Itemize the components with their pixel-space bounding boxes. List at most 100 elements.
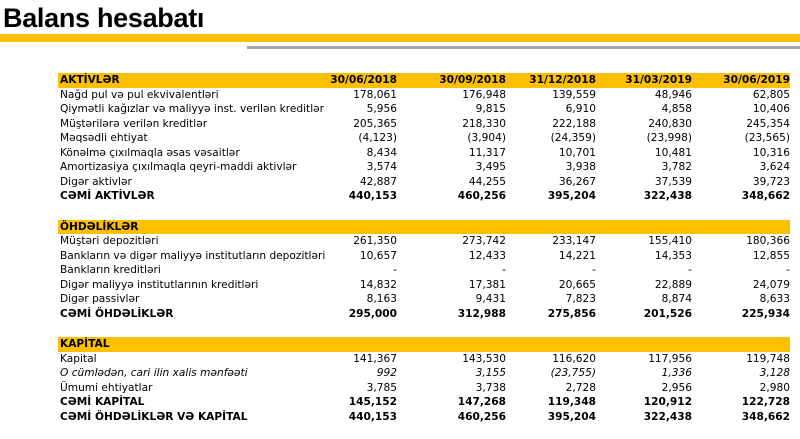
column-header: 30/06/2018 <box>330 74 397 86</box>
row-value: - <box>688 264 692 276</box>
row-value: 139,559 <box>552 88 596 101</box>
column-header: 30/06/2019 <box>723 74 790 86</box>
row-value: 7,823 <box>565 293 596 305</box>
row-value: 141,367 <box>353 352 397 365</box>
row-value: 395,204 <box>547 190 596 202</box>
row-label: Ümumi ehtiyatlar <box>60 381 153 394</box>
row-value: 3,574 <box>366 161 397 173</box>
row-value: (23,565) <box>744 132 790 144</box>
row-value: 10,701 <box>558 146 596 159</box>
row-value: 2,956 <box>661 381 692 394</box>
table-row: Bankların kreditləri - - - - - <box>58 263 790 278</box>
row-value: 120,912 <box>643 396 692 408</box>
total-row: CƏMİ ÖHDƏLİKLƏR VƏ KAPİTAL 440,153 460,256… <box>58 410 790 425</box>
row-value: 8,874 <box>661 293 692 305</box>
row-value: 440,153 <box>348 190 397 202</box>
row-value: 37,539 <box>654 175 692 188</box>
row-value: 233,147 <box>552 235 596 247</box>
row-label: CƏMİ KAPİTAL <box>60 396 145 408</box>
table-row: Digər passivlər 8,163 9,431 7,823 8,874 8,633 <box>58 292 790 307</box>
row-value: 273,742 <box>462 235 506 247</box>
row-value: 180,366 <box>746 235 790 247</box>
row-value: 3,495 <box>475 161 506 173</box>
row-value: 147,268 <box>457 396 506 408</box>
section-title: AKTİVLƏR <box>60 74 120 86</box>
row-value: (4,123) <box>358 132 397 144</box>
row-value: 9,815 <box>475 103 506 115</box>
total-row: CƏMİ AKTİVLƏR 440,153 460,256 395,204 322,43… <box>58 189 790 204</box>
row-value: 348,662 <box>741 190 790 202</box>
row-value: 143,530 <box>462 352 506 365</box>
row-value: - <box>393 264 397 276</box>
row-value: 348,662 <box>741 410 790 423</box>
row-value: 2,980 <box>759 381 790 394</box>
row-value: - <box>786 264 790 276</box>
page-title: Balans hesabatı <box>3 3 205 33</box>
row-value: 122,728 <box>741 396 790 408</box>
total-row: CƏMİ ÖHDƏLİKLƏR 295,000 312,988 275,856 201,… <box>58 307 790 322</box>
column-header <box>397 220 506 235</box>
row-value: 145,152 <box>348 396 397 408</box>
yellow-header-band <box>0 34 800 42</box>
row-value: 11,317 <box>468 146 506 159</box>
row-label: Amortizasiya çıxılmaqla qeyri-maddi akti… <box>60 161 297 173</box>
row-value: 275,856 <box>547 307 596 320</box>
balance-sheet-table: AKTİVLƏR 30/06/2018 30/09/2018 31/12/2018 31… <box>58 73 790 424</box>
row-label: Könəlmə çıxılmaqla əsas vəsaitlər <box>60 146 240 159</box>
row-value: 9,431 <box>475 293 506 305</box>
row-value: 14,353 <box>654 249 692 262</box>
row-label: Bankların kreditləri <box>60 264 161 276</box>
column-header <box>302 220 397 235</box>
row-value: 3,128 <box>759 367 790 379</box>
row-value: - <box>502 264 506 276</box>
row-label: Bankların və digər maliyyə institutların… <box>60 249 326 262</box>
table-row: Kapital 141,367 143,530 116,620 117,956 119,7… <box>58 352 790 367</box>
section-header: AKTİVLƏR 30/06/2018 30/09/2018 31/12/2018 31… <box>58 73 790 88</box>
row-value: 440,153 <box>348 410 397 423</box>
column-header: 30/09/2018 <box>439 74 506 86</box>
table-row: Digər maliyyə institutlarının kreditləri… <box>58 278 790 293</box>
row-value: 117,956 <box>648 352 692 365</box>
table-row: Könəlmə çıxılmaqla əsas vəsaitlər 8,434 11… <box>58 146 790 161</box>
column-header: 31/03/2019 <box>625 74 692 86</box>
table-row: Məqsədli ehtiyat (4,123) (3,904) (24,359) (2… <box>58 131 790 146</box>
section-header: ÖHDƏLİKLƏR <box>58 219 790 235</box>
row-value: 6,910 <box>565 103 596 115</box>
row-label: O cümlədən, cari ilin xalis mənfəəti <box>60 367 248 379</box>
row-value: 10,406 <box>752 103 790 115</box>
column-header <box>302 337 397 352</box>
row-label: Nağd pul və pul ekvivalentləri <box>60 88 219 101</box>
section-spacer <box>58 204 790 220</box>
row-value: 176,948 <box>462 88 506 101</box>
column-header <box>596 220 692 235</box>
row-value: 240,830 <box>648 117 692 130</box>
row-value: (23,755) <box>550 367 596 379</box>
row-value: 295,000 <box>348 307 397 320</box>
row-value: 245,354 <box>746 117 790 130</box>
row-label: Məqsədli ehtiyat <box>60 132 148 144</box>
row-value: 992 <box>376 367 397 379</box>
row-value: 3,624 <box>759 161 790 173</box>
row-label: Digər passivlər <box>60 293 140 305</box>
row-value: 12,855 <box>752 249 790 262</box>
row-value: 460,256 <box>457 410 506 423</box>
row-value: 322,438 <box>643 190 692 202</box>
table-row: Nağd pul və pul ekvivalentləri 178,061 176… <box>58 88 790 103</box>
column-header <box>596 337 692 352</box>
row-value: 4,858 <box>661 103 692 115</box>
row-value: (24,359) <box>550 132 596 144</box>
column-header <box>397 337 506 352</box>
row-value: 22,889 <box>654 278 692 291</box>
row-value: 3,738 <box>475 381 506 394</box>
table-row: Ümumi ehtiyatlar 3,785 3,738 2,728 2,956 2,98… <box>58 381 790 396</box>
row-value: 312,988 <box>457 307 506 320</box>
column-header <box>692 337 790 352</box>
row-label: Kapital <box>60 352 97 365</box>
table-row: Amortizasiya çıxılmaqla qeyri-maddi akti… <box>58 160 790 175</box>
table-row: Müştərilərə verilən kreditlər 205,365 218,… <box>58 117 790 132</box>
row-value: 39,723 <box>752 175 790 188</box>
row-label: Qiymətli kağızlar və maliyyə inst. veril… <box>60 103 325 115</box>
table-row: Qiymətli kağızlar və maliyyə inst. veril… <box>58 102 790 117</box>
row-label: Digər maliyyə institutlarının kreditləri <box>60 278 259 291</box>
row-value: (3,904) <box>467 132 506 144</box>
